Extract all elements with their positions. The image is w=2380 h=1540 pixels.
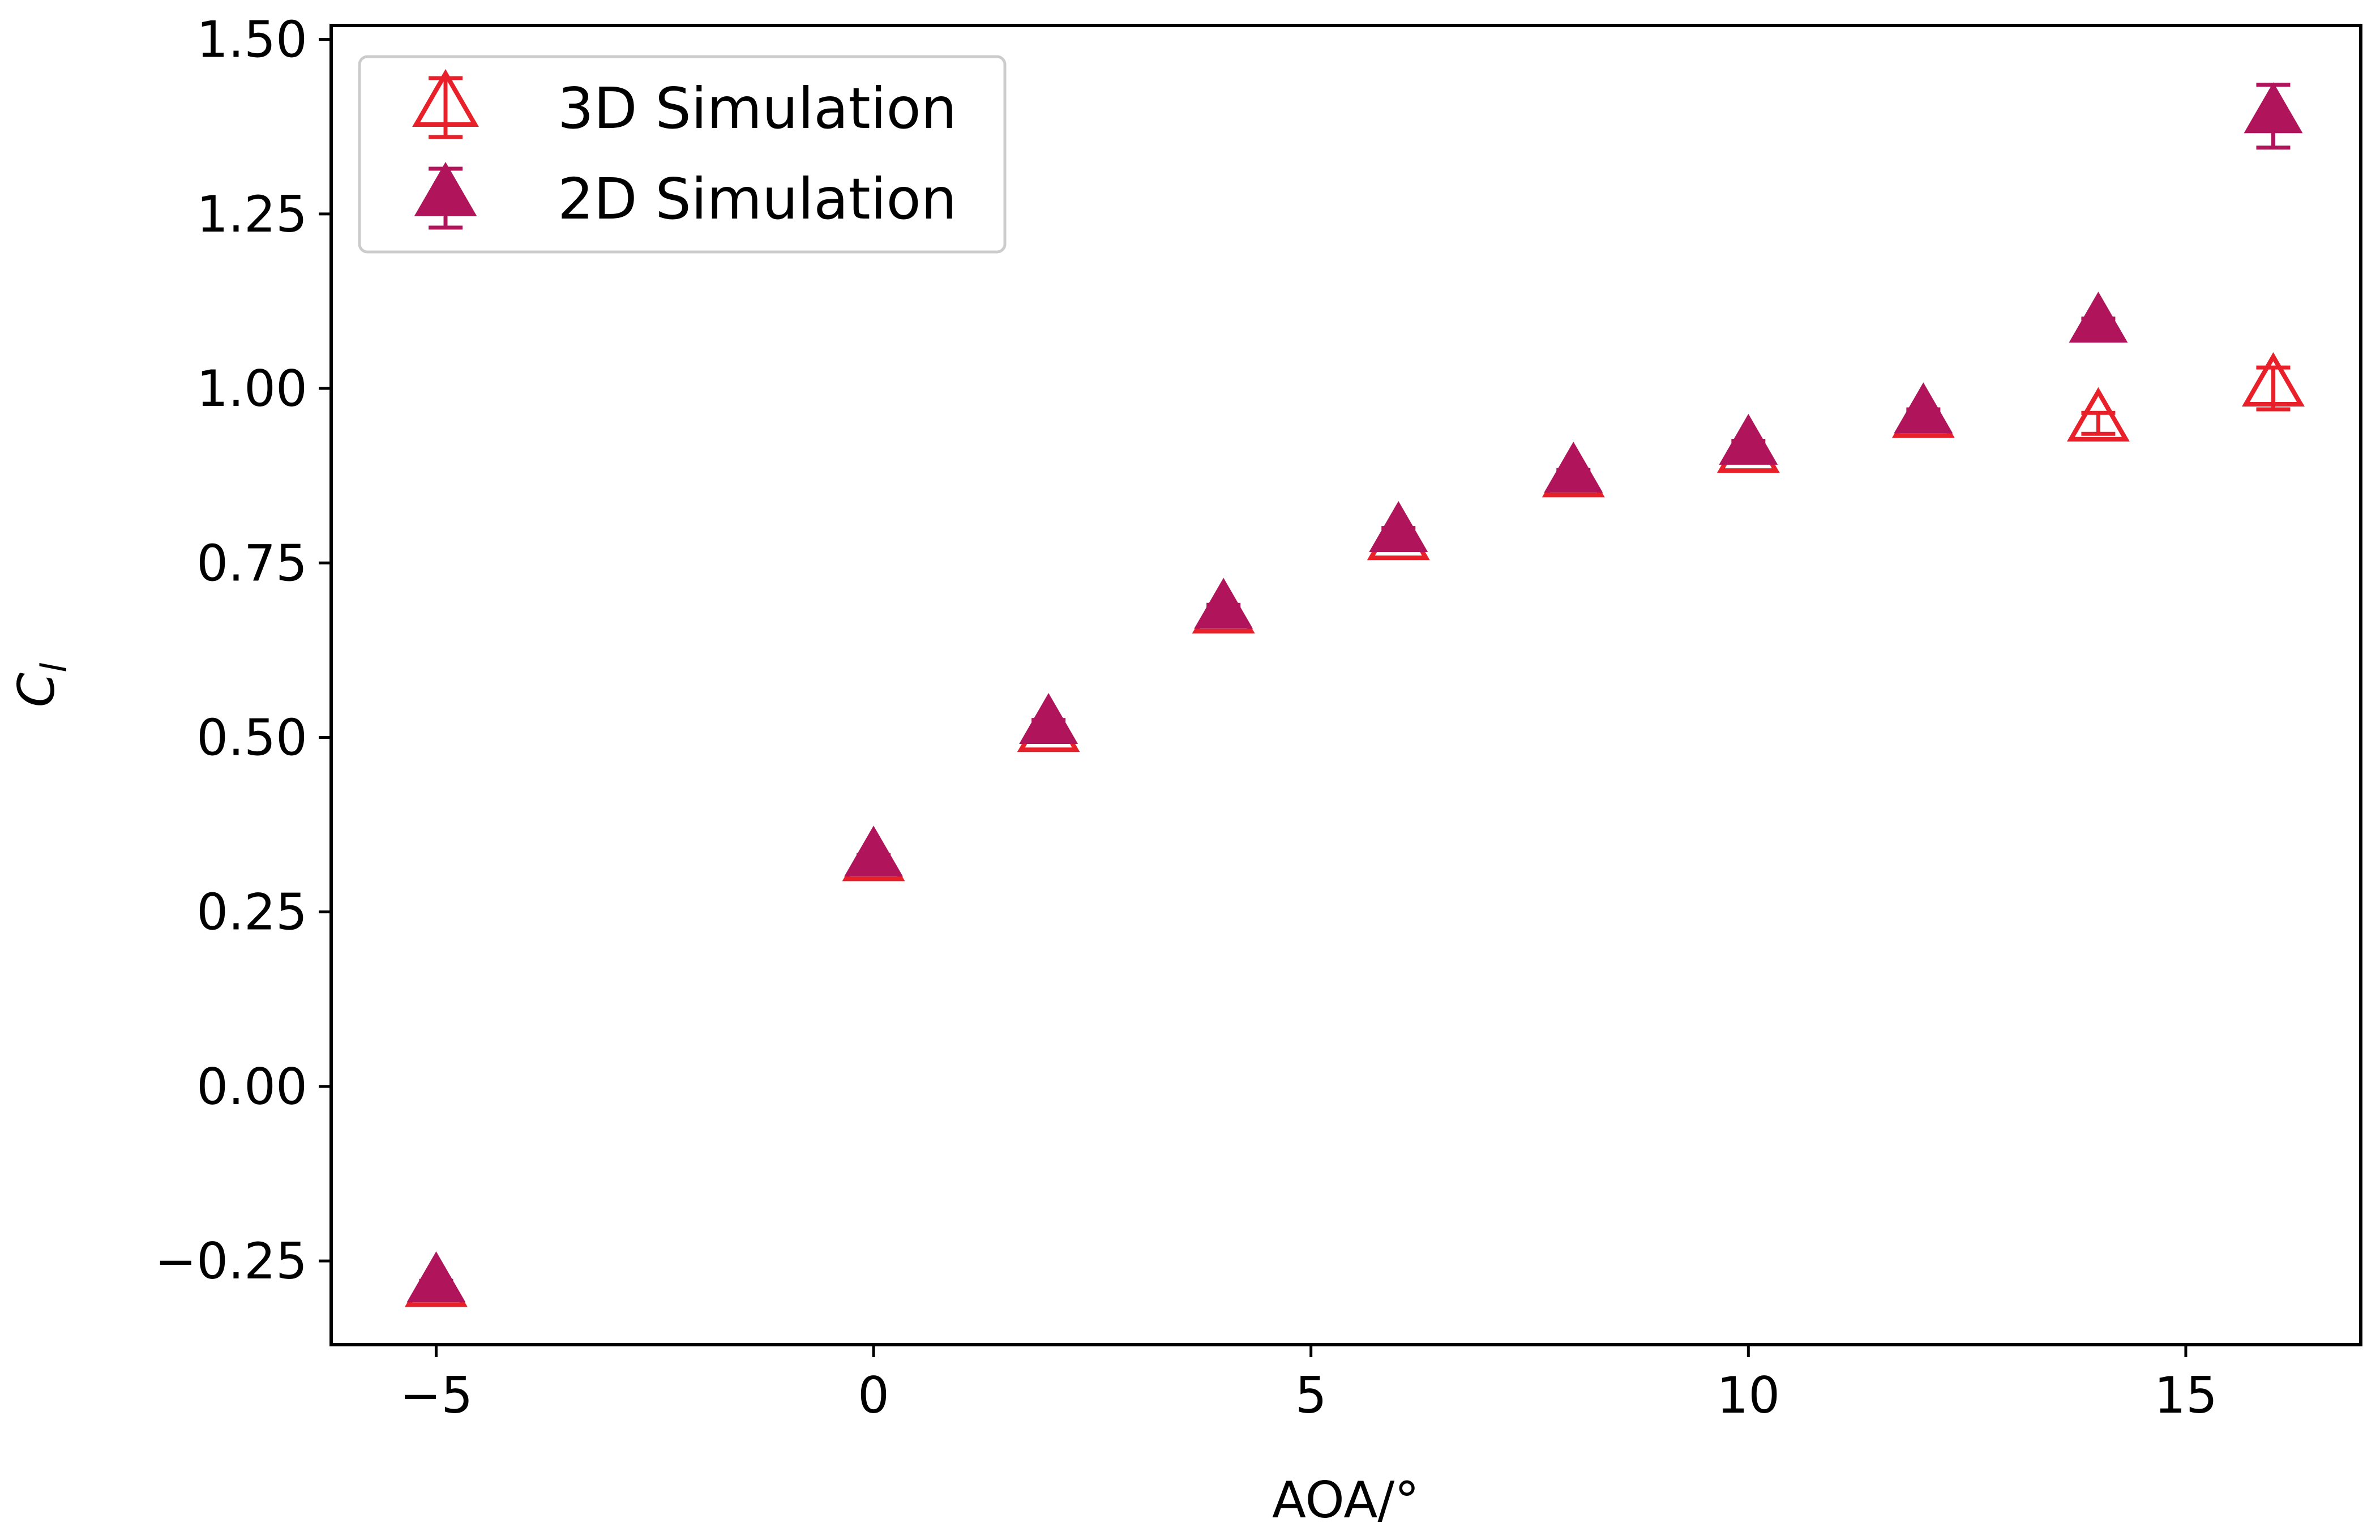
marker-filled-triangle xyxy=(844,825,904,877)
data-point-1-9 xyxy=(2244,82,2303,150)
data-point-legend-1 xyxy=(414,161,477,230)
x-tick-label: 0 xyxy=(858,1366,889,1424)
y-tick-label: 0.25 xyxy=(196,883,307,942)
y-axis-title: Cl xyxy=(7,663,75,708)
legend-box xyxy=(358,55,1007,254)
marker-filled-triangle xyxy=(1894,382,1953,434)
y-axis: −0.25 0.00 0.25 0.50 0.75 1.00 1.25 1.50 xyxy=(155,11,331,1290)
data-point-1-7 xyxy=(1894,382,1953,434)
x-axis: −5 0 5 10 15 xyxy=(400,1345,2218,1424)
series-2d-simulation xyxy=(406,82,2303,1303)
marker-filled-triangle xyxy=(1194,578,1253,629)
legend-label: 2D Simulation xyxy=(558,166,957,232)
marker-filled-triangle xyxy=(414,161,477,216)
plot-frame xyxy=(329,24,2362,1346)
data-point-1-0 xyxy=(406,1251,466,1303)
data-point-1-2 xyxy=(1019,692,1078,744)
x-tick-label: 15 xyxy=(2154,1366,2218,1424)
marker-hollow-triangle xyxy=(412,69,479,127)
data-point-1-5 xyxy=(1544,442,1603,493)
y-tick-label: 0.75 xyxy=(196,534,307,592)
y-tick-label: −0.25 xyxy=(155,1232,307,1290)
marker-filled-triangle xyxy=(1719,413,1778,465)
y-tick-label: 1.25 xyxy=(196,185,307,243)
data-point-1-4 xyxy=(1369,500,1428,552)
marker-filled-triangle xyxy=(2069,292,2128,343)
marker-hollow-triangle xyxy=(2242,352,2305,407)
plot-marks xyxy=(405,82,2305,1307)
data-point-1-6 xyxy=(1719,413,1778,465)
data-point-1-3 xyxy=(1194,578,1253,629)
marker-filled-triangle xyxy=(406,1251,466,1303)
x-tick-label: 10 xyxy=(1716,1366,1780,1424)
data-point-1-8 xyxy=(2069,292,2128,343)
data-point-0-8 xyxy=(2067,387,2130,442)
marker-filled-triangle xyxy=(1369,500,1428,552)
legend-entry: 2D Simulation xyxy=(414,161,957,232)
y-tick-label: 0.00 xyxy=(196,1058,307,1116)
y-tick-label: 0.50 xyxy=(196,708,307,767)
marker-filled-triangle xyxy=(1019,692,1078,744)
legend-label: 3D Simulation xyxy=(558,75,957,142)
x-tick-label: 5 xyxy=(1295,1366,1327,1424)
y-tick-label: 1.00 xyxy=(196,360,307,418)
legend-entry: 3D Simulation xyxy=(412,69,957,142)
legend: 3D Simulation 2D Simulation xyxy=(358,55,1007,254)
x-tick-label: −5 xyxy=(400,1366,473,1424)
data-point-legend-0 xyxy=(412,69,479,139)
data-point-1-1 xyxy=(844,825,904,877)
marker-hollow-triangle xyxy=(2067,387,2130,442)
marker-filled-triangle xyxy=(2244,82,2303,134)
x-axis-title: AOA/° xyxy=(1272,1471,1419,1529)
data-point-0-9 xyxy=(2242,352,2305,412)
y-tick-label: 1.50 xyxy=(196,11,307,69)
marker-filled-triangle xyxy=(1544,442,1603,493)
